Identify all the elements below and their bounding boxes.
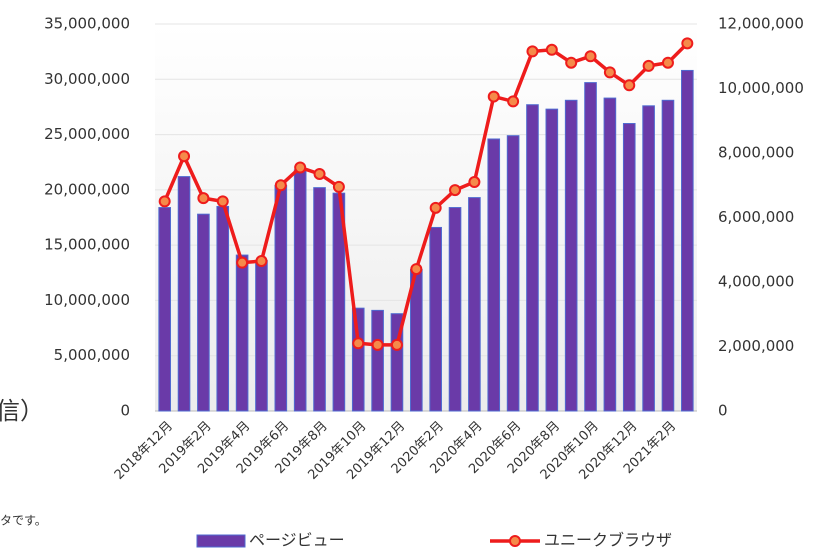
marker: [681, 37, 694, 50]
y-tick-label: 20,000,000: [44, 180, 130, 198]
bar: [371, 309, 384, 412]
legend-label: ユニークブラウザ: [544, 531, 672, 550]
y-tick-label: 5,000,000: [54, 346, 130, 364]
legend-marker: [509, 535, 521, 547]
y2-tick-label: 8,000,000: [718, 144, 794, 162]
marker: [255, 255, 268, 268]
bar: [429, 226, 442, 412]
marker: [603, 66, 616, 79]
marker: [487, 90, 500, 103]
y-tick-label: 0: [120, 402, 130, 420]
bar: [506, 135, 520, 412]
marker: [410, 263, 423, 276]
bar: [158, 207, 171, 412]
y2-tick-label: 0: [718, 402, 728, 420]
legend-swatch: [196, 534, 246, 548]
marker: [429, 201, 442, 214]
y-tick-label: 15,000,000: [44, 236, 130, 254]
bar: [487, 138, 501, 412]
y-tick-label: 30,000,000: [44, 70, 130, 88]
marker: [545, 43, 558, 56]
bar: [313, 187, 326, 412]
marker: [313, 167, 326, 180]
y2-tick-label: 6,000,000: [718, 208, 794, 226]
marker: [623, 79, 636, 92]
y-tick-label: 10,000,000: [44, 291, 130, 309]
bar: [197, 213, 210, 412]
y2-tick-label: 10,000,000: [718, 79, 804, 97]
y2-tick-label: 2,000,000: [718, 337, 794, 355]
bar: [390, 313, 404, 412]
marker: [352, 337, 365, 350]
bar: [642, 105, 655, 412]
bar: [216, 205, 230, 412]
annotation: タです。: [0, 514, 47, 528]
marker: [197, 192, 210, 205]
marker: [642, 59, 655, 72]
bar: [177, 176, 191, 412]
marker: [661, 56, 674, 69]
marker: [371, 338, 384, 351]
legend-label: ページビュー: [249, 531, 345, 550]
bar: [545, 108, 559, 412]
y2-tick-label: 4,000,000: [718, 273, 794, 291]
y2-tick-label: 12,000,000: [718, 15, 804, 33]
bar: [351, 307, 365, 412]
marker: [584, 50, 597, 63]
marker: [390, 338, 403, 351]
marker: [178, 150, 191, 163]
bar: [274, 184, 288, 412]
marker: [468, 176, 481, 189]
annotation: 信）: [0, 397, 44, 425]
marker: [294, 161, 307, 174]
bar: [584, 82, 597, 412]
bar: [448, 207, 462, 412]
marker: [507, 95, 520, 108]
bar: [526, 104, 539, 412]
bar: [468, 197, 481, 412]
marker: [216, 195, 229, 208]
bar: [681, 69, 694, 412]
marker: [274, 179, 287, 192]
bar: [622, 123, 636, 412]
bar: [255, 260, 268, 412]
marker: [449, 184, 462, 197]
bar: [603, 97, 617, 412]
marker: [565, 56, 578, 69]
y-tick-label: 35,000,000: [44, 15, 130, 33]
marker: [236, 256, 249, 269]
marker: [158, 195, 171, 208]
bar: [235, 254, 249, 412]
bar: [564, 99, 578, 412]
marker: [332, 180, 345, 193]
bar: [661, 99, 675, 412]
line: [163, 42, 689, 347]
bar: [293, 169, 307, 412]
marker: [526, 45, 539, 58]
y-tick-label: 25,000,000: [44, 125, 130, 143]
